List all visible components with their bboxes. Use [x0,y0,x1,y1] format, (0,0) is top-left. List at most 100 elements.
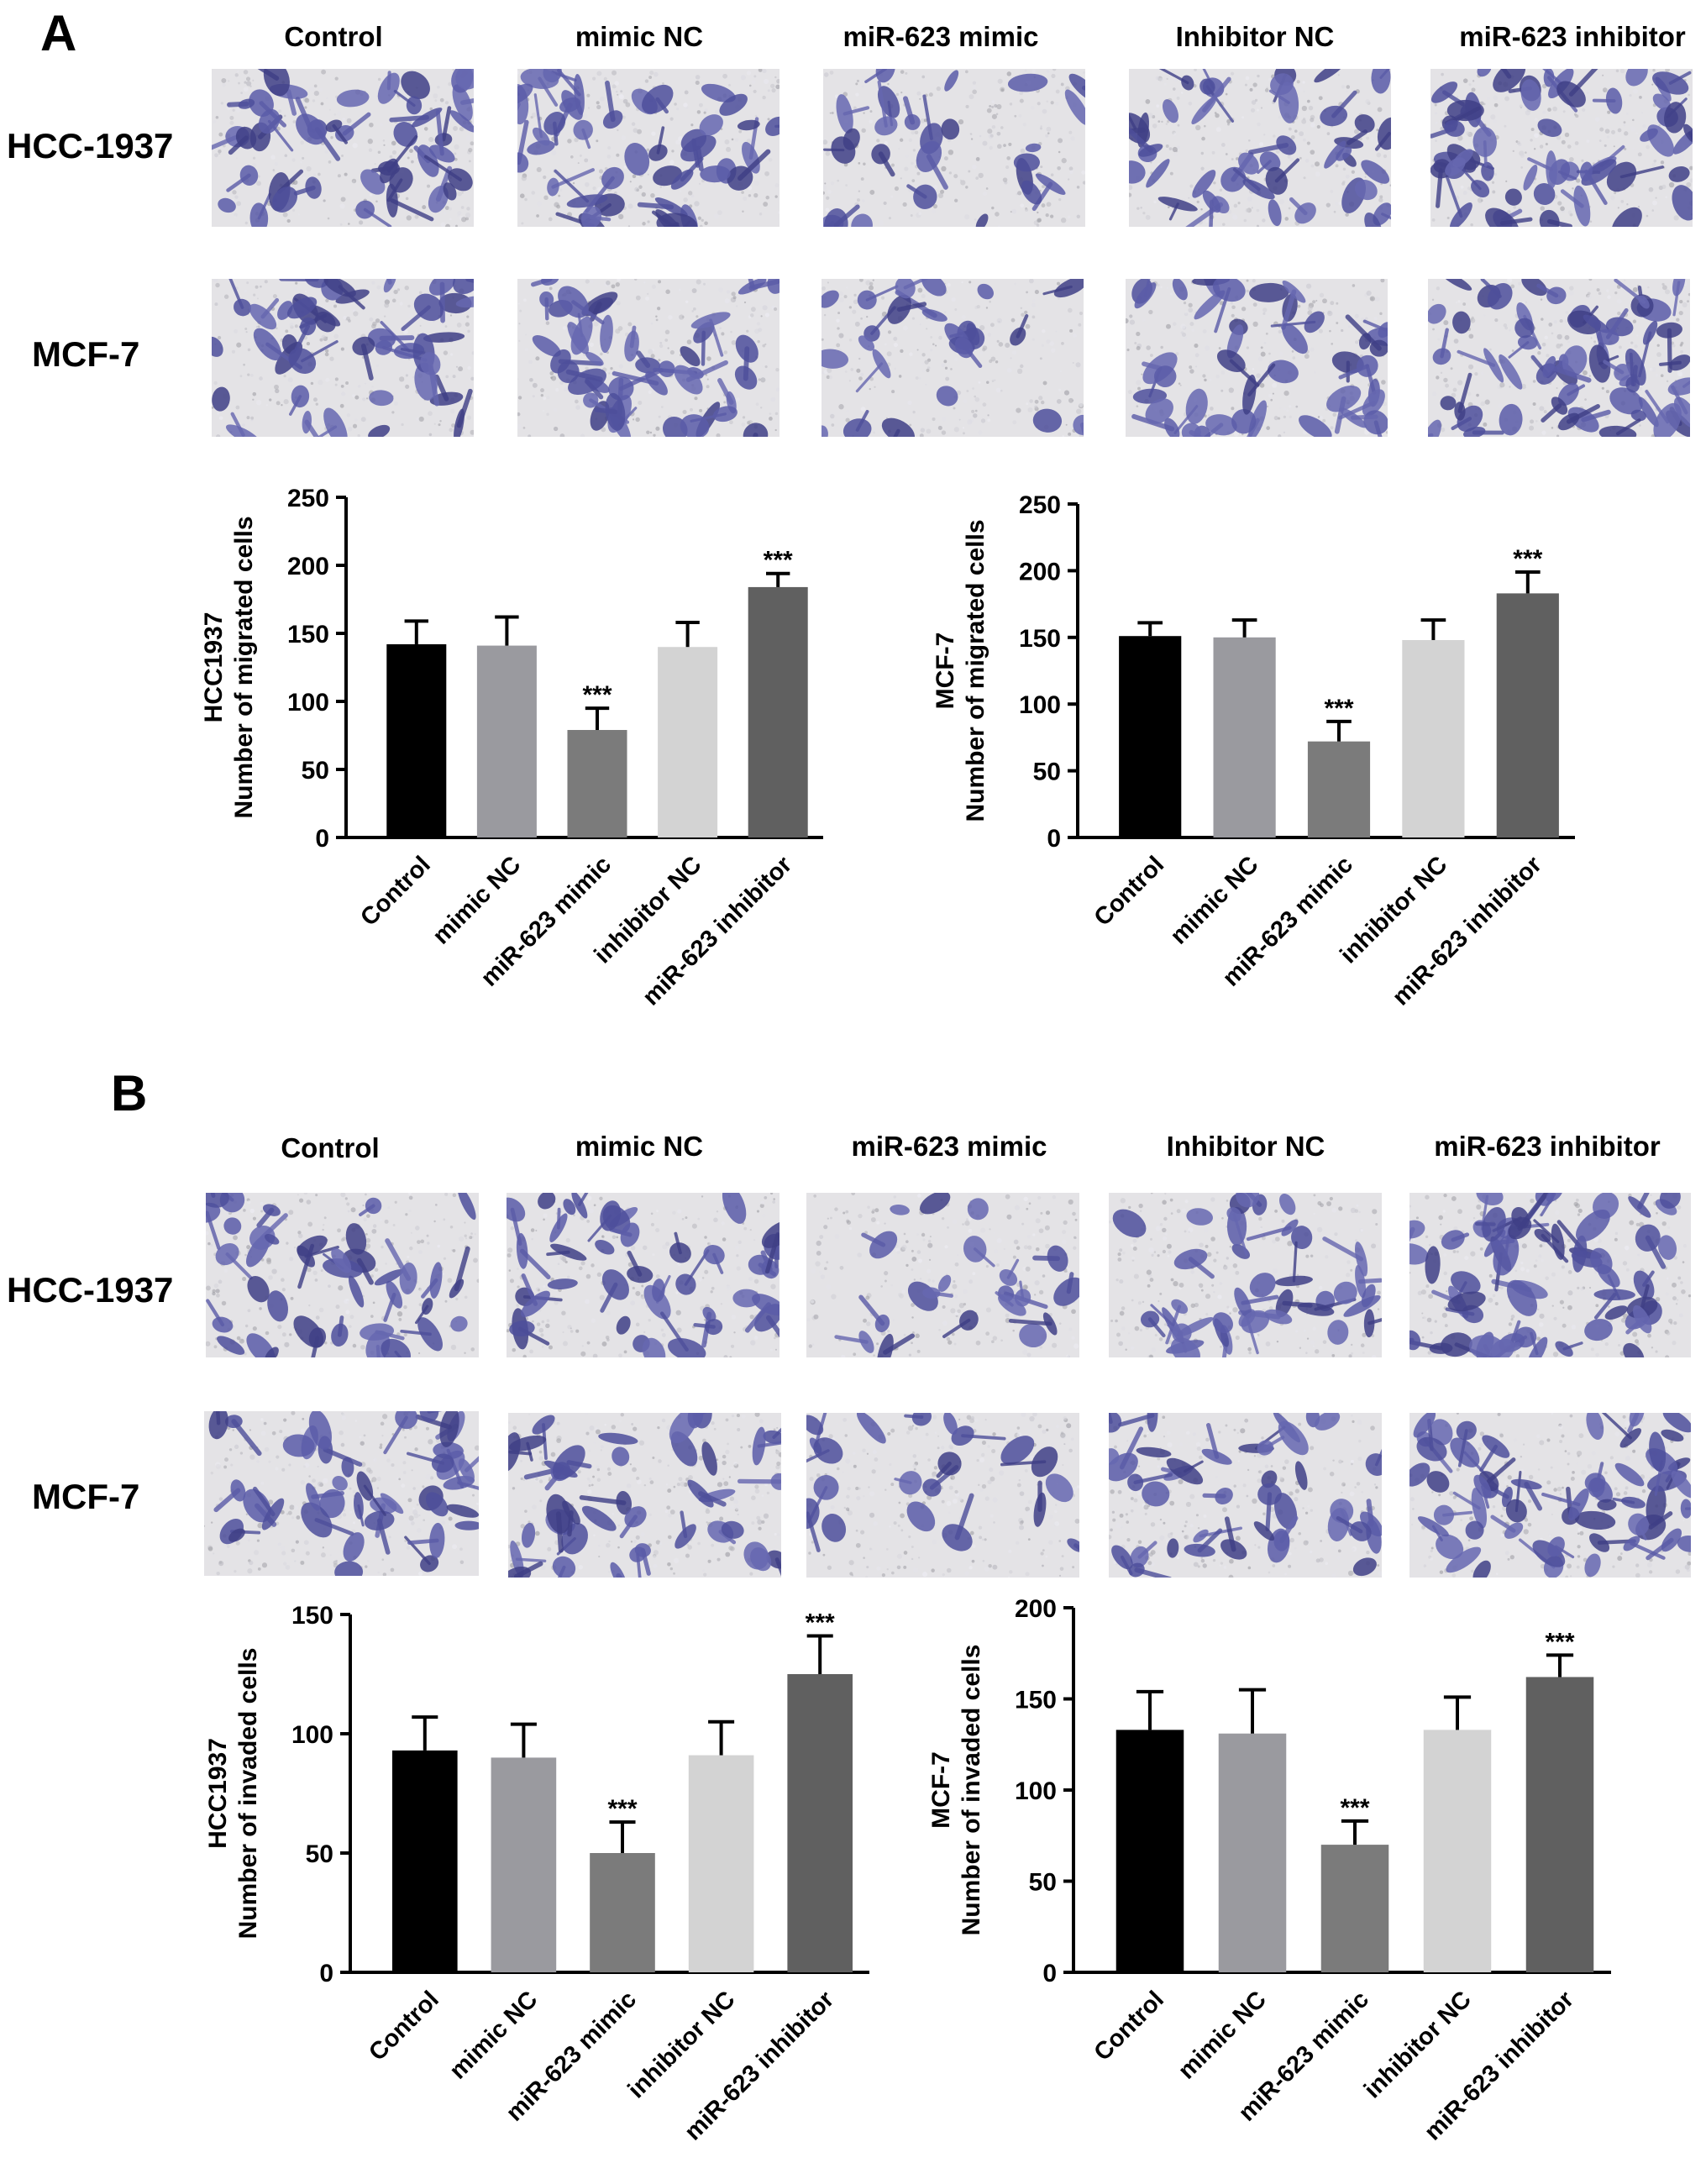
micrograph-a-hcc1937-mimic-nc [517,69,780,227]
y-tick-label: 0 [1047,825,1061,853]
micrograph-b-mcf7-mir623-mimic [806,1413,1079,1578]
column-label-inhibitor-nc: Inhibitor NC [1175,21,1335,52]
column-label-mimic-nc: mimic NC [575,1131,704,1162]
micrograph-a-hcc1937-control [212,69,474,227]
column-label-control: Control [284,21,383,52]
column-label-mir623-mimic: miR-623 mimic [851,1131,1047,1162]
x-tick-label: inhibitor NC [1335,851,1452,969]
micrograph-b-mcf7-mir623-inhibitor [1409,1413,1691,1578]
bar [1307,741,1371,837]
y-axis-label-cell-line: HCC1937 [200,612,228,723]
x-tick-label: mimic NC [1173,1986,1272,2084]
y-tick-label: 150 [287,621,329,648]
bar [567,730,627,837]
x-tick-label: Control [1089,851,1170,932]
bar [1525,1677,1594,1972]
y-axis-label: Number of invaded cells [958,1645,985,1936]
y-tick-label: 150 [1015,1687,1057,1714]
significance-label: *** [1545,1628,1574,1656]
x-tick-label: inhibitor NC [590,851,707,969]
bar [1402,639,1465,837]
x-tick-label: miR-623 inhibitor [1420,1986,1579,2145]
bar [1320,1845,1389,1972]
y-tick-label: 100 [1019,691,1061,719]
y-axis-label-cell-line: MCF-7 [932,633,959,710]
y-tick-label: 100 [1015,1777,1057,1805]
x-tick-label: miR-623 mimic [1218,851,1358,991]
bar [476,645,537,837]
micrograph-b-hcc1937-control [206,1193,479,1357]
row-label-hcc1937: HCC-1937 [7,126,174,165]
micrograph-b-mcf7-inhibitor-nc [1109,1413,1382,1578]
y-tick-label: 250 [1019,491,1061,519]
micrograph-a-mcf7-mir623-inhibitor [1428,279,1690,437]
micrograph-a-mcf7-control [212,279,474,437]
x-tick-label: inhibitor NC [623,1986,741,2103]
x-tick-label: miR-623 mimic [501,1986,642,2126]
x-tick-label: miR-623 mimic [476,851,617,991]
y-tick-label: 0 [1042,1960,1057,1987]
micrograph-b-hcc1937-inhibitor-nc [1109,1193,1382,1357]
x-tick-label: Control [355,851,436,932]
significance-label: *** [806,1609,835,1637]
y-axis-label: Number of migrated cells [230,516,258,818]
x-tick-label: miR-623 mimic [1234,1986,1374,2126]
bar [391,1750,458,1972]
y-tick-label: 200 [1019,558,1061,585]
x-tick-label: Control [1089,1986,1169,2066]
column-label-control: Control [281,1132,380,1163]
y-tick-label: 50 [306,1840,333,1868]
bar [1213,637,1276,837]
y-tick-label: 200 [287,553,329,580]
bar [386,643,447,837]
x-tick-label: miR-623 inhibitor [1388,851,1547,1011]
bar [491,1757,557,1972]
x-tick-label: mimic NC [444,1986,543,2084]
column-label-inhibitor-nc: Inhibitor NC [1166,1131,1325,1162]
row-label-mcf7: MCF-7 [32,334,140,374]
x-tick-label: mimic NC [1165,851,1263,949]
x-tick-label: mimic NC [428,851,526,949]
significance-label: *** [764,547,793,575]
micrograph-a-mcf7-mimic-nc [517,279,780,437]
y-axis-label-cell-line: MCF-7 [927,1751,955,1829]
micrograph-a-hcc1937-mir623-mimic [823,69,1085,227]
row-label-hcc1937: HCC-1937 [7,1270,174,1310]
panel-letter-a: A [40,5,77,61]
y-tick-label: 0 [319,1960,333,1987]
y-tick-label: 250 [287,485,329,512]
significance-label: *** [1340,1794,1369,1822]
column-label-mimic-nc: mimic NC [575,21,704,52]
significance-label: *** [607,1795,637,1823]
x-tick-label: inhibitor NC [1359,1986,1477,2103]
x-tick-label: miR-623 inhibitor [638,851,797,1011]
column-label-mir623-inhibitor: miR-623 inhibitor [1434,1131,1661,1162]
micrograph-a-hcc1937-mir623-inhibitor [1430,69,1693,227]
micrograph-b-hcc1937-mir623-inhibitor [1409,1193,1691,1357]
y-axis-label: Number of invaded cells [234,1648,262,1940]
micrograph-b-mcf7-mimic-nc [508,1413,781,1578]
y-tick-label: 100 [287,689,329,717]
y-tick-label: 50 [1033,759,1061,786]
bar [1218,1733,1287,1972]
micrograph-a-hcc1937-inhibitor-nc [1129,69,1391,227]
y-tick-label: 200 [1015,1595,1057,1623]
x-tick-label: miR-623 inhibitor [680,1986,839,2145]
y-tick-label: 150 [1019,625,1061,653]
bar [787,1674,853,1972]
y-axis-label: Number of migrated cells [962,519,989,822]
y-tick-label: 150 [291,1602,333,1630]
y-tick-label: 100 [291,1721,333,1749]
column-label-mir623-inhibitor: miR-623 inhibitor [1459,21,1686,52]
significance-label: *** [582,681,612,709]
x-tick-label: Control [364,1986,444,2066]
y-tick-label: 50 [302,757,329,785]
micrograph-a-mcf7-mir623-mimic [822,279,1084,437]
panel-letter-b: B [111,1065,148,1121]
bar [1115,1730,1184,1972]
y-tick-label: 0 [315,825,329,853]
row-label-mcf7: MCF-7 [32,1477,140,1516]
column-label-mir623-mimic: miR-623 mimic [843,21,1039,52]
y-axis-label-cell-line: HCC1937 [204,1738,232,1849]
bar [688,1755,754,1972]
